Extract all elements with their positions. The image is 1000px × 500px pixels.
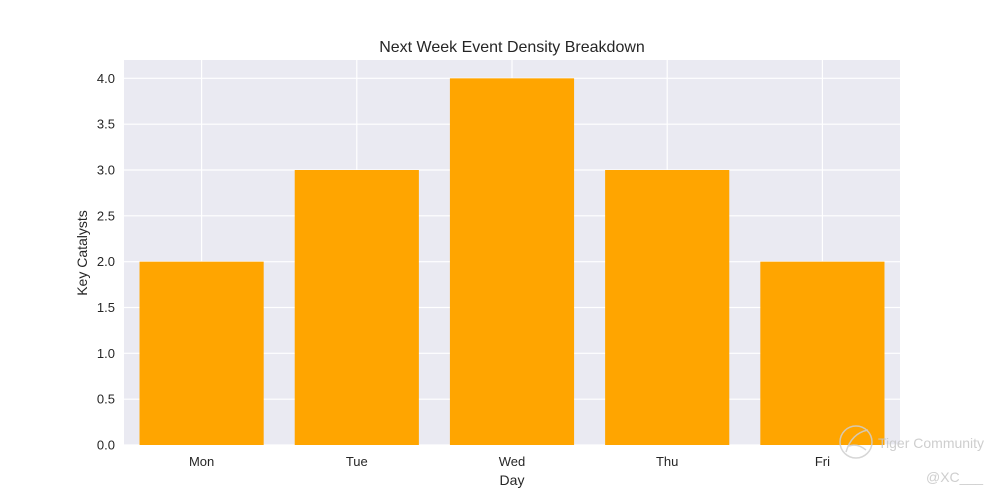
y-tick-label: 1.5 bbox=[97, 300, 115, 315]
x-tick-label: Wed bbox=[499, 454, 526, 469]
y-tick-label: 2.5 bbox=[97, 208, 115, 223]
bar-thu bbox=[605, 170, 730, 445]
y-tick-label: 1.0 bbox=[97, 346, 115, 361]
x-axis-label: Day bbox=[500, 472, 525, 488]
bar-wed bbox=[449, 78, 575, 445]
y-tick-labels: 0.0 0.5 1.0 1.5 2.0 2.5 3.0 3.5 4.0 bbox=[97, 71, 115, 453]
x-tick-label: Tue bbox=[346, 454, 368, 469]
x-tick-label: Thu bbox=[656, 454, 678, 469]
tiger-logo-icon bbox=[839, 425, 873, 459]
bars bbox=[139, 78, 885, 445]
x-tick-label: Mon bbox=[189, 454, 214, 469]
y-tick-label: 4.0 bbox=[97, 71, 115, 86]
y-tick-label: 3.5 bbox=[97, 117, 115, 132]
y-tick-label: 0.5 bbox=[97, 392, 115, 407]
chart-title: Next Week Event Density Breakdown bbox=[379, 39, 645, 56]
watermark: Tiger Community @XC___ bbox=[839, 425, 984, 485]
bar-tue bbox=[294, 170, 419, 445]
x-tick-label: Fri bbox=[815, 454, 830, 469]
x-tick-labels: Mon Tue Wed Thu Fri bbox=[189, 454, 830, 469]
y-axis-label: Key Catalysts bbox=[74, 210, 90, 296]
watermark-handle: @XC___ bbox=[926, 469, 983, 485]
watermark-brand: Tiger Community bbox=[878, 435, 984, 451]
y-tick-label: 0.0 bbox=[97, 438, 115, 453]
y-tick-label: 3.0 bbox=[97, 163, 115, 178]
y-tick-label: 2.0 bbox=[97, 254, 115, 269]
bar-fri bbox=[760, 261, 885, 445]
bar-mon bbox=[139, 261, 264, 445]
